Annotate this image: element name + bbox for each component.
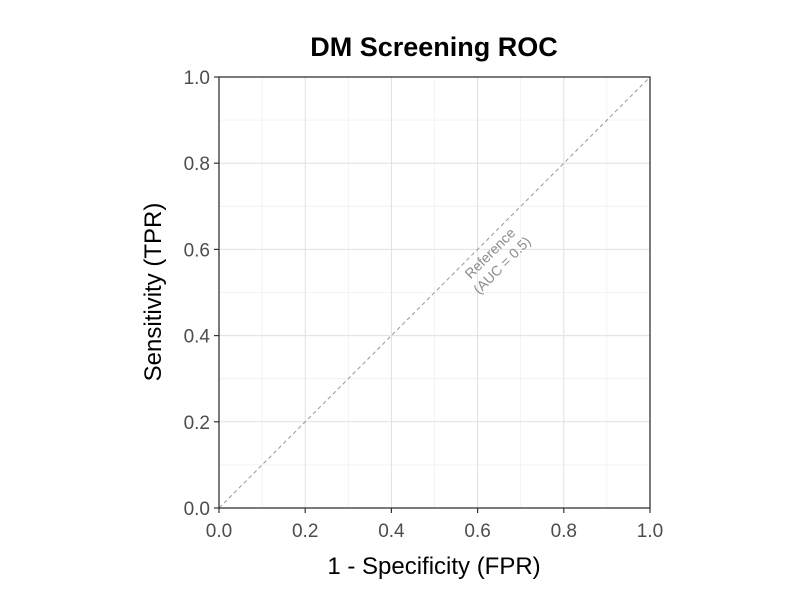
y-tick-label: 0.6 [184, 240, 210, 261]
x-tick-label: 0.0 [206, 521, 232, 542]
series-layer [218, 76, 651, 509]
x-tick-label: 0.4 [378, 521, 405, 542]
x-tick-label: 0.6 [464, 521, 490, 542]
chart-title: DM Screening ROC [310, 32, 558, 62]
plot-border [218, 76, 651, 509]
x-tick-label: 0.8 [551, 521, 577, 542]
x-axis-label: 1 - Specificity (FPR) [327, 553, 540, 580]
grid [219, 77, 650, 508]
y-tick-label: 0.0 [184, 499, 210, 520]
y-tick-label: 1.0 [184, 68, 210, 89]
annotation-layer: Reference(AUC = 0.5) [461, 224, 533, 297]
y-tick-label: 0.4 [184, 327, 211, 348]
y-tick-label: 0.8 [184, 154, 210, 175]
x-tick-label: 1.0 [637, 521, 663, 542]
x-tick-label: 0.2 [292, 521, 318, 542]
y-axis-label: Sensitivity (TPR) [140, 203, 167, 382]
y-tick-label: 0.2 [184, 413, 210, 434]
axes: 0.0 0.2 0.4 0.6 0.8 1.0 0.0 0.2 0.4 0.6 0.8 1.0 [184, 68, 664, 542]
reference-annotation: Reference(AUC = 0.5) [461, 224, 533, 297]
reference-line [218, 76, 651, 509]
